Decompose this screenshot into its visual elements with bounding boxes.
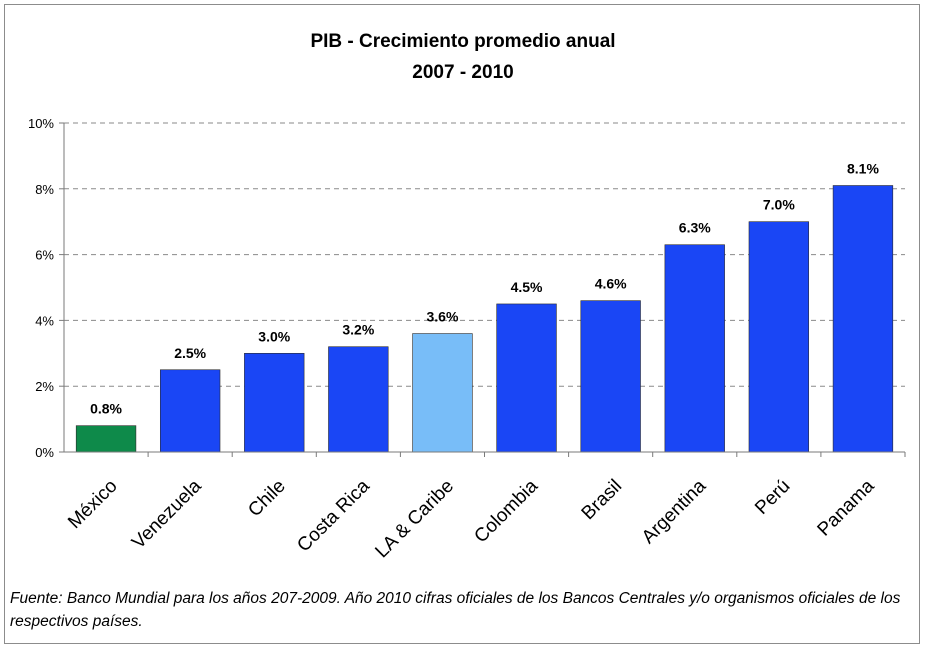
x-tick-label: LA & Caribe xyxy=(371,476,458,563)
y-tick-label: 6% xyxy=(35,248,54,263)
chart-subtitle: 2007 - 2010 xyxy=(412,62,513,83)
bar xyxy=(748,221,810,453)
x-tick-label: Perú xyxy=(751,476,794,519)
bar xyxy=(580,300,641,453)
data-label: 6.3% xyxy=(679,220,711,236)
bar xyxy=(328,346,389,453)
y-tick-label: 0% xyxy=(35,445,54,460)
bar xyxy=(412,333,473,453)
y-tick-label: 4% xyxy=(35,313,54,328)
bar xyxy=(496,303,557,453)
data-labels: 0.8% 2.5% 3.0% 3.2% 3.6% 4.5% 4.6% 6.3% 7.0% 8.1% xyxy=(90,161,879,417)
data-label: 3.0% xyxy=(258,328,290,344)
x-tick-label: Panama xyxy=(814,475,879,540)
y-tick-label: 10% xyxy=(28,116,54,131)
data-label: 3.6% xyxy=(426,309,458,325)
bar xyxy=(244,352,305,453)
bars xyxy=(75,185,894,453)
chart-title: PIB - Crecimiento promedio anual xyxy=(310,31,615,52)
data-label: 2.5% xyxy=(174,345,206,361)
source-footnote: Fuente: Banco Mundial para los años 207-… xyxy=(10,590,901,630)
x-tick-label: Venezuela xyxy=(128,475,206,553)
data-label: 4.6% xyxy=(595,276,627,292)
y-axis-ticks: 0% 2% 4% 6% 8% 10% xyxy=(28,116,64,460)
x-tick-label: Chile xyxy=(244,476,289,521)
bar xyxy=(832,185,894,453)
bar xyxy=(664,244,725,453)
data-label: 8.1% xyxy=(847,161,879,177)
bar xyxy=(75,425,137,453)
data-label: 7.0% xyxy=(763,197,795,213)
x-tick-label: Colombia xyxy=(470,475,542,547)
x-tick-label: Argentina xyxy=(638,475,711,548)
data-label: 4.5% xyxy=(511,279,543,295)
data-label: 0.8% xyxy=(90,401,122,417)
x-tick-label: México xyxy=(64,476,121,533)
x-tick-label: Costa Rica xyxy=(293,475,374,556)
data-label: 3.2% xyxy=(342,322,374,338)
bar xyxy=(159,369,221,453)
y-tick-label: 8% xyxy=(35,182,54,197)
x-tick-label: Brasil xyxy=(578,476,626,524)
y-tick-label: 2% xyxy=(35,379,54,394)
